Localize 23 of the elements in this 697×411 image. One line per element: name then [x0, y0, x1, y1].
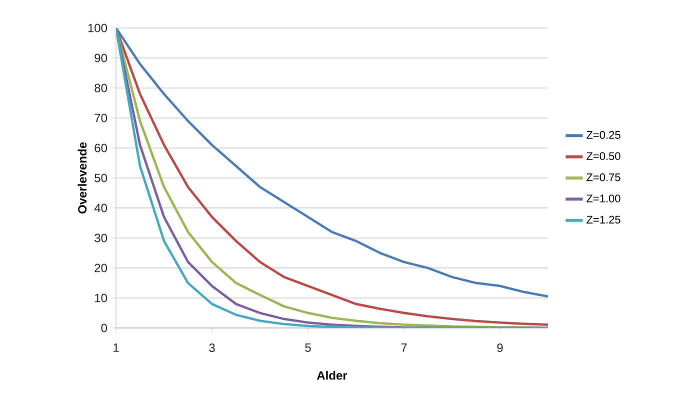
y-tick-label: 50: [94, 174, 108, 182]
x-tick-label: 3: [209, 344, 215, 352]
y-tick-label: 30: [94, 234, 108, 242]
legend-label: Z=0.25: [586, 131, 620, 139]
x-tick-label: 5: [305, 344, 311, 352]
x-tick-label: 1: [114, 344, 119, 352]
y-tick-label: 90: [94, 54, 108, 62]
y-tick-label: 80: [94, 84, 108, 92]
legend-label: Z=1.25: [586, 216, 620, 224]
legend-label: Z=0.50: [586, 152, 620, 160]
y-tick-label: 0: [101, 324, 108, 332]
y-tick-label: 20: [94, 264, 108, 272]
y-tick-label: 100: [88, 24, 108, 32]
y-tick-label: 10: [95, 294, 108, 302]
x-tick-label: 9: [497, 344, 503, 352]
y-tick-label: 40: [94, 204, 108, 212]
y-tick-label: 60: [94, 144, 108, 152]
y-axis-title: Overlevende: [78, 142, 87, 214]
y-tick-label: 70: [94, 114, 108, 122]
legend-label: Z=1.00: [586, 194, 620, 202]
x-tick-label: 7: [401, 344, 407, 352]
x-axis-title: Alder: [316, 370, 348, 380]
legend-label: Z=0.75: [586, 173, 620, 182]
